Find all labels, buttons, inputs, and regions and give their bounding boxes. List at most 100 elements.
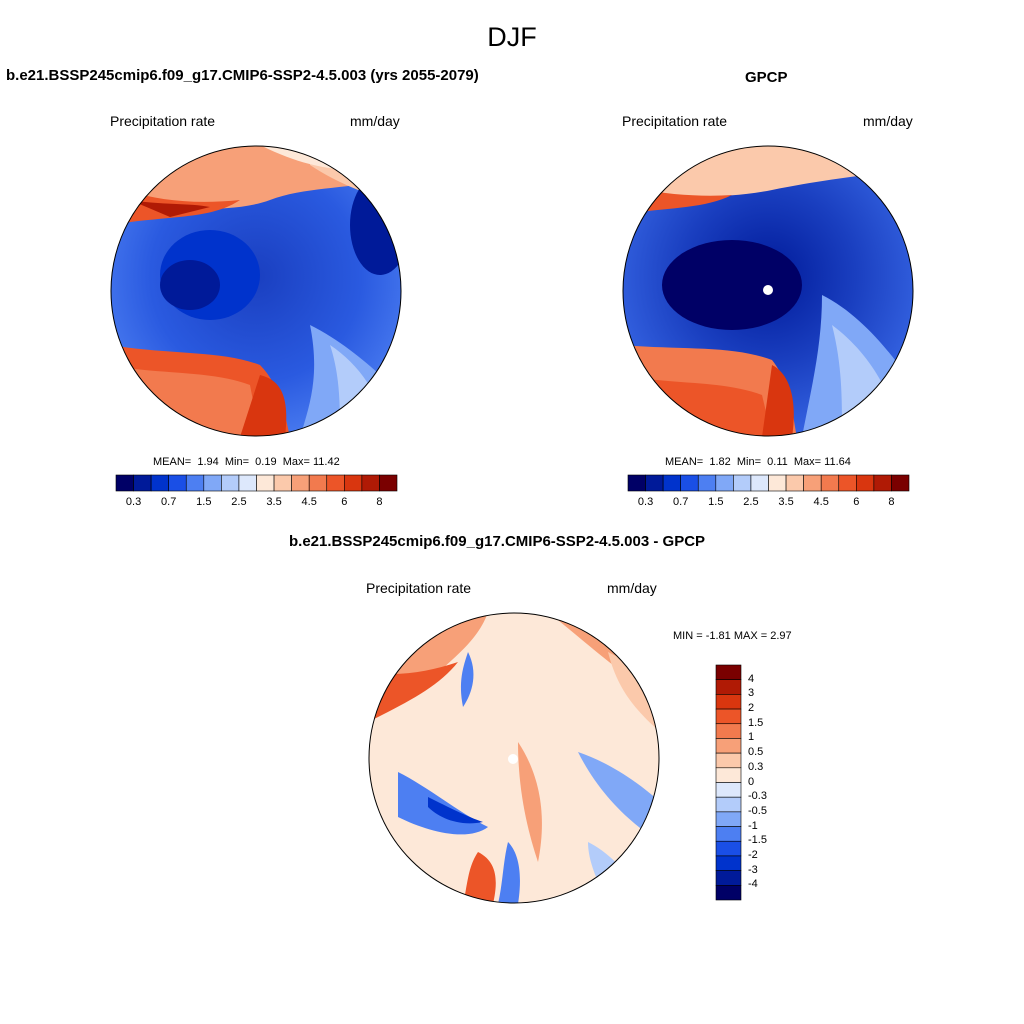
model-polar-map bbox=[110, 145, 402, 437]
model-variable-label: Precipitation rate bbox=[110, 113, 216, 129]
obs-colorbar-tick-label: 2.5 bbox=[743, 496, 759, 508]
diff-colorbar-box bbox=[715, 694, 742, 710]
diff-colorbar-box bbox=[715, 811, 742, 827]
obs-units-label: mm/day bbox=[863, 113, 913, 129]
diff-colorbar-box bbox=[715, 870, 742, 886]
obs-variable-label: Precipitation rate bbox=[622, 113, 728, 129]
obs-colorbar-box bbox=[645, 474, 664, 492]
obs-colorbar bbox=[627, 474, 910, 492]
diff-stats: MIN = -1.81 MAX = 2.97 bbox=[673, 630, 792, 642]
diff-panel-title: b.e21.BSSP245cmip6.f09_g17.CMIP6-SSP2-4.… bbox=[289, 533, 706, 550]
model-colorbar-box bbox=[185, 474, 205, 492]
season-title: DJF bbox=[487, 22, 537, 52]
model-units-label: mm/day bbox=[350, 113, 400, 129]
diff-colorbar-box bbox=[715, 840, 742, 857]
obs-colorbar-box bbox=[820, 474, 840, 492]
diff-colorbar-box bbox=[715, 738, 742, 754]
diff-colorbar-box bbox=[715, 679, 742, 695]
obs-colorbar-tick-label: 4.5 bbox=[813, 496, 829, 508]
diff-colorbar-box bbox=[715, 723, 742, 739]
model-colorbar-tick-label: 0.7 bbox=[161, 496, 177, 508]
diff-colorbar-tick-label: -2 bbox=[748, 848, 758, 861]
diff-colorbar-tick-label: 0.5 bbox=[748, 746, 764, 759]
diff-colorbar-tick-label: -0.3 bbox=[748, 790, 767, 803]
diff-colorbar-labels: 4 3 2 1.5 1 0.5 0.3 0 -0.3 -0.5 -1 -1.5 -2 -3 -4 bbox=[748, 665, 788, 900]
model-colorbar-box bbox=[203, 474, 222, 492]
obs-colorbar-box bbox=[697, 474, 717, 492]
obs-colorbar-box bbox=[768, 474, 787, 492]
model-colorbar-box bbox=[379, 474, 398, 492]
model-stats: MEAN= 1.94 Min= 0.19 Max= 11.42 bbox=[153, 456, 340, 468]
model-colorbar-box bbox=[238, 474, 257, 492]
diff-colorbar-box bbox=[715, 855, 742, 871]
diff-colorbar-tick-label: 0 bbox=[748, 775, 755, 788]
model-colorbar-box bbox=[308, 474, 328, 492]
obs-colorbar-ticks: 0.3 0.7 1.5 2.5 3.5 4.5 6 8 bbox=[628, 496, 909, 510]
diff-colorbar-tick-label: -3 bbox=[748, 863, 758, 876]
obs-colorbar-box bbox=[715, 474, 734, 492]
diff-colorbar-tick-label: -0.5 bbox=[748, 804, 767, 817]
model-colorbar-box bbox=[361, 474, 380, 492]
diff-colorbar-box bbox=[715, 885, 742, 901]
model-colorbar-box bbox=[133, 474, 152, 492]
diff-colorbar bbox=[715, 664, 742, 901]
obs-colorbar-box bbox=[662, 474, 681, 492]
model-colorbar-ticks: 0.3 0.7 1.5 2.5 3.5 4.5 6 8 bbox=[116, 496, 397, 510]
model-colorbar-tick-label: 1.5 bbox=[196, 496, 212, 508]
diff-colorbar-box bbox=[715, 664, 742, 680]
obs-colorbar-box bbox=[733, 474, 752, 492]
diff-polar-map bbox=[368, 612, 660, 904]
model-colorbar-box bbox=[273, 474, 292, 492]
obs-stats: MEAN= 1.82 Min= 0.11 Max= 11.64 bbox=[665, 456, 851, 468]
diff-colorbar-box bbox=[715, 796, 742, 813]
model-colorbar-tick-label: 0.3 bbox=[125, 496, 142, 508]
diff-colorbar-box bbox=[715, 826, 742, 842]
obs-colorbar-box bbox=[803, 474, 822, 492]
diff-colorbar-tick-label: -1.5 bbox=[748, 834, 767, 847]
diff-colorbar-tick-label: 3 bbox=[748, 687, 755, 700]
model-colorbar-box bbox=[168, 474, 187, 492]
model-colorbar-box bbox=[221, 474, 240, 492]
diff-colorbar-tick-label: 2 bbox=[748, 702, 755, 715]
obs-colorbar-tick-label: 3.5 bbox=[778, 496, 794, 508]
diff-colorbar-box bbox=[715, 767, 742, 783]
obs-colorbar-box bbox=[891, 474, 910, 492]
obs-colorbar-tick-label: 6 bbox=[853, 496, 860, 508]
obs-colorbar-box bbox=[680, 474, 699, 492]
model-colorbar-box bbox=[344, 474, 363, 492]
obs-colorbar-tick-label: 0.7 bbox=[673, 496, 689, 508]
model-colorbar-box bbox=[326, 474, 345, 492]
model-colorbar-box bbox=[256, 474, 275, 492]
model-colorbar-tick-label: 3.5 bbox=[266, 496, 282, 508]
obs-colorbar-tick-label: 8 bbox=[888, 496, 895, 508]
diff-units-label: mm/day bbox=[607, 580, 657, 596]
diff-colorbar-tick-label: -1 bbox=[748, 819, 758, 832]
model-colorbar-box bbox=[115, 474, 134, 492]
model-colorbar-tick-label: 8 bbox=[376, 496, 383, 508]
model-colorbar-tick-label: 6 bbox=[341, 496, 348, 508]
model-panel-title: b.e21.BSSP245cmip6.f09_g17.CMIP6-SSP2-4.… bbox=[6, 67, 479, 84]
obs-colorbar-tick-label: 1.5 bbox=[708, 496, 724, 508]
diff-variable-label: Precipitation rate bbox=[366, 580, 472, 596]
diff-colorbar-box bbox=[715, 752, 742, 769]
obs-colorbar-tick-label: 0.3 bbox=[637, 496, 654, 508]
obs-colorbar-box bbox=[873, 474, 892, 492]
obs-colorbar-box bbox=[750, 474, 769, 492]
model-colorbar bbox=[115, 474, 398, 492]
obs-panel-title: GPCP bbox=[745, 69, 788, 86]
model-colorbar-tick-label: 4.5 bbox=[301, 496, 317, 508]
obs-colorbar-box bbox=[785, 474, 804, 492]
diff-colorbar-box bbox=[715, 782, 742, 798]
model-colorbar-tick-label: 2.5 bbox=[231, 496, 247, 508]
obs-colorbar-box bbox=[856, 474, 875, 492]
diff-colorbar-box bbox=[715, 708, 742, 725]
diff-colorbar-tick-label: 1 bbox=[748, 731, 755, 744]
obs-colorbar-box bbox=[838, 474, 857, 492]
obs-polar-map bbox=[622, 145, 914, 437]
diff-colorbar-tick-label: 1.5 bbox=[748, 716, 764, 729]
diff-colorbar-tick-label: -4 bbox=[748, 878, 758, 891]
diff-colorbar-tick-label: 4 bbox=[748, 672, 755, 685]
diff-colorbar-tick-label: 0.3 bbox=[748, 760, 764, 773]
model-colorbar-box bbox=[291, 474, 310, 492]
obs-colorbar-box bbox=[627, 474, 646, 492]
